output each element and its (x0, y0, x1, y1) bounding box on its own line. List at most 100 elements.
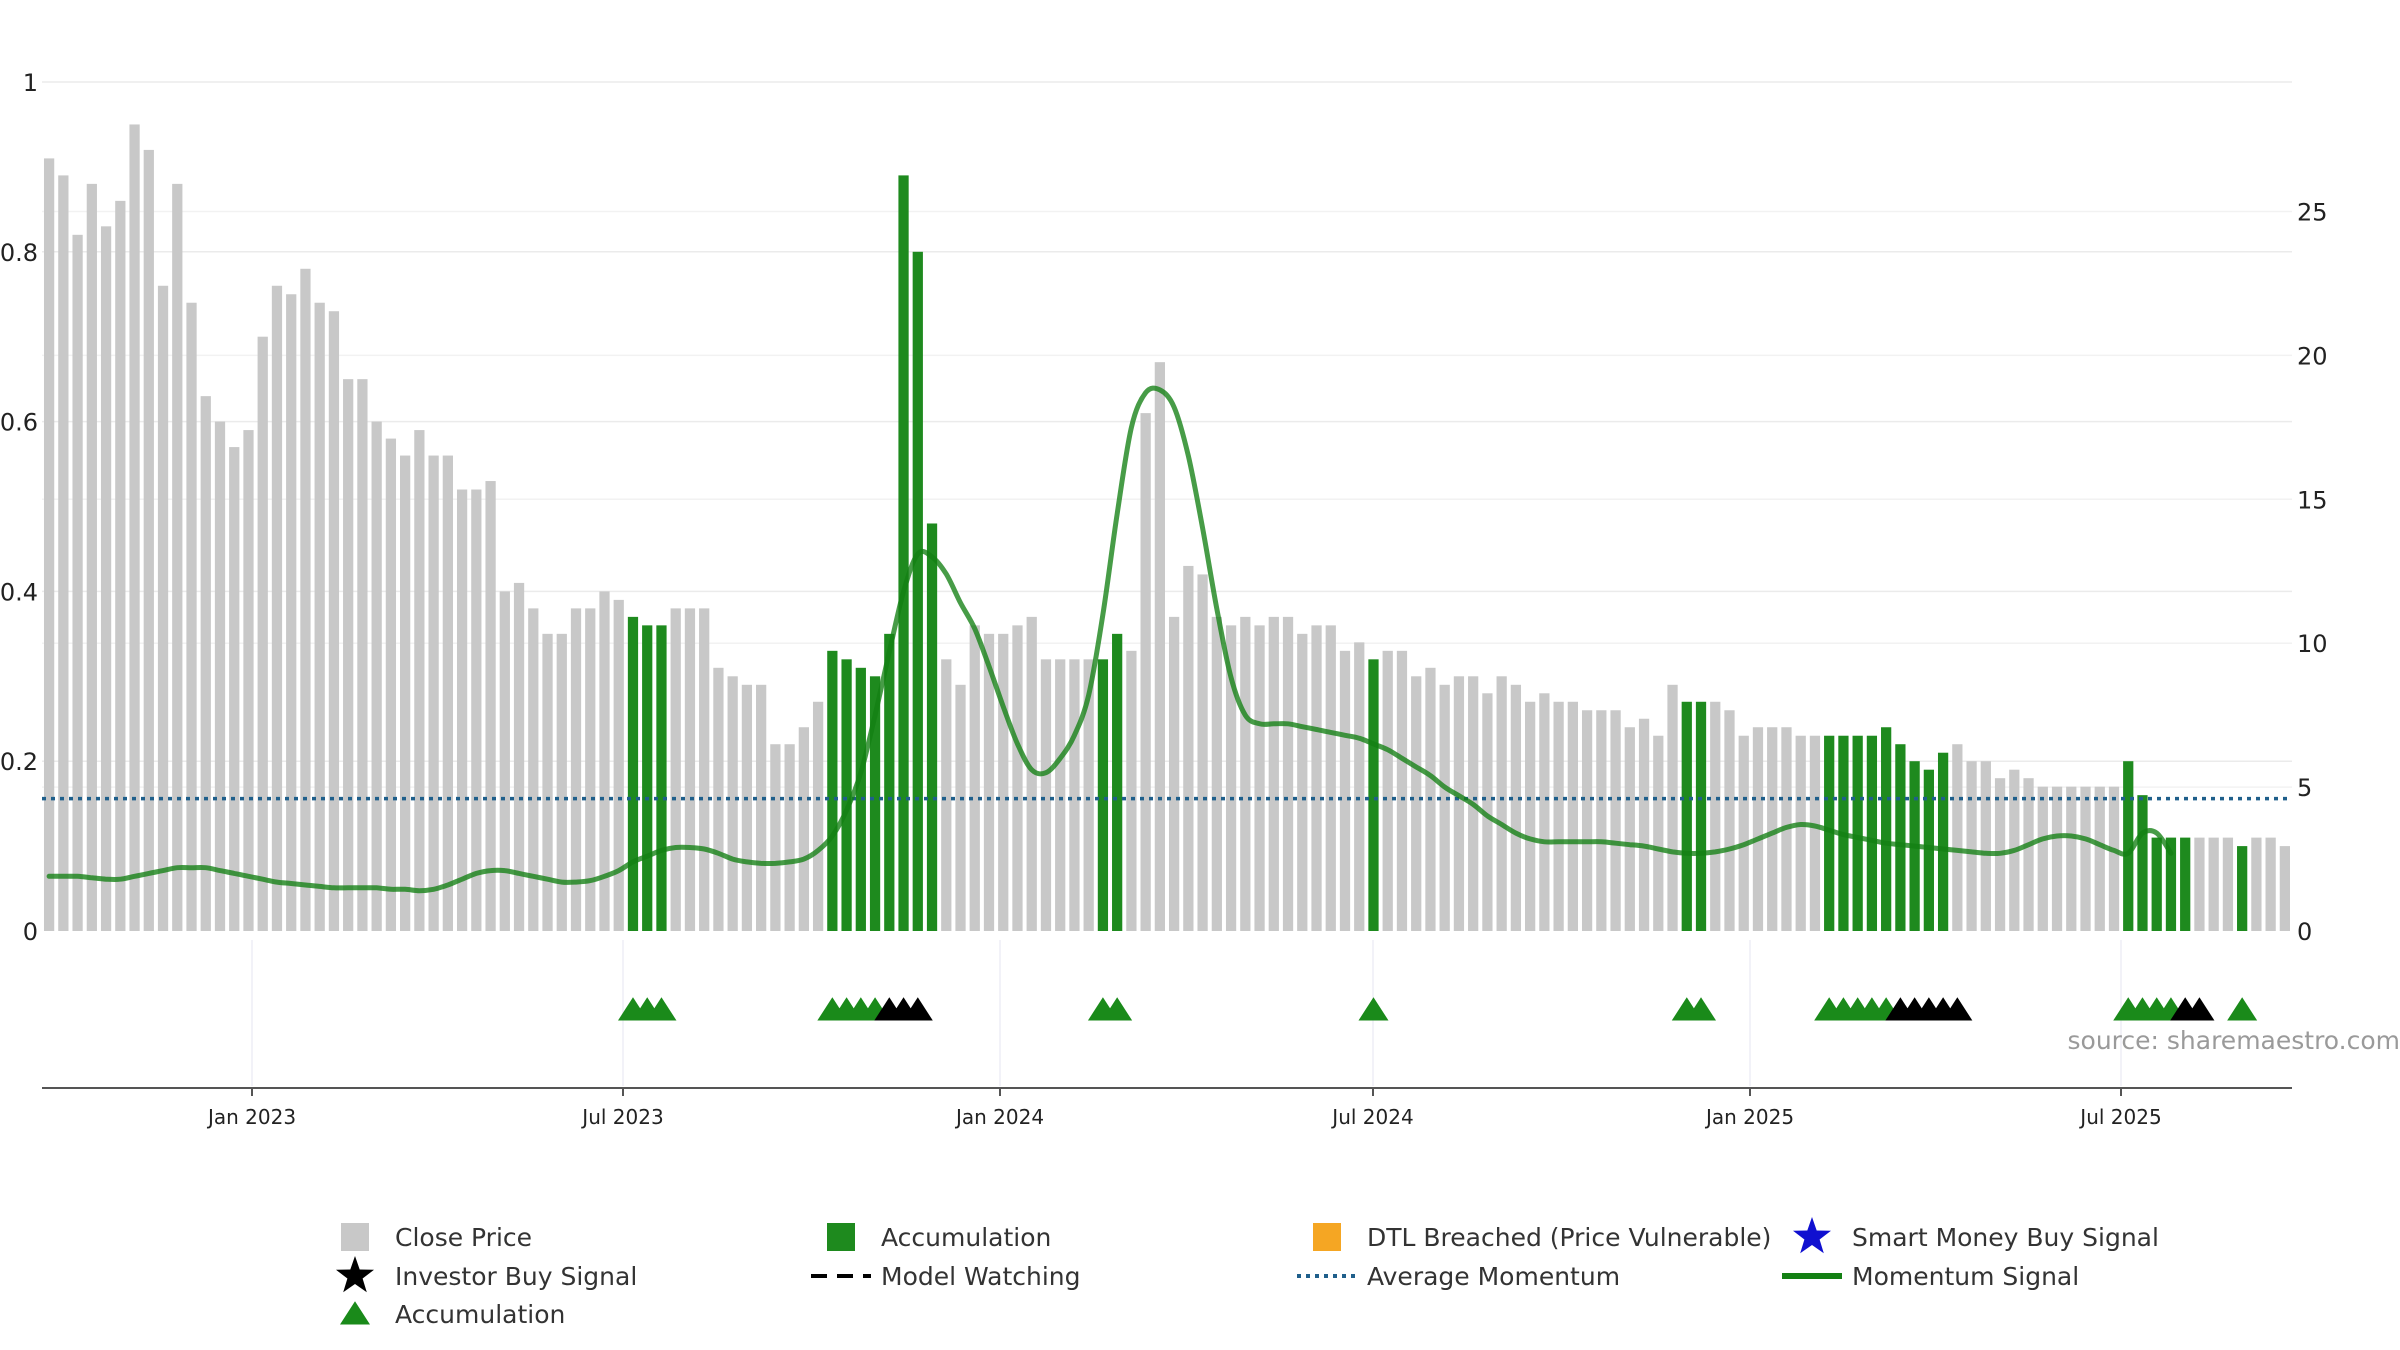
close-price-bar (214, 421, 226, 931)
x-axis-tick: Jul 2023 (580, 1105, 663, 1129)
accumulation-bar (2237, 846, 2248, 931)
legend-item-accum-bar: Accumulation (827, 1223, 1051, 1252)
close-price-bar (229, 447, 240, 931)
star-icon (336, 1256, 374, 1293)
close-price-bar (1282, 616, 1294, 931)
close-price-bar (1596, 710, 1607, 931)
close-price-bar (969, 625, 980, 931)
x-axis-tick: Jul 2025 (2078, 1105, 2161, 1129)
accumulation-bar (642, 625, 653, 931)
legend-label: Smart Money Buy Signal (1852, 1223, 2159, 1252)
close-price-bar (1354, 642, 1365, 931)
close-price-bar (1653, 735, 1664, 931)
star-icon (1793, 1217, 1831, 1254)
close-price-bar (2279, 846, 2290, 931)
accumulation-bar (1895, 744, 1906, 931)
close-price-bar (1225, 625, 1237, 931)
accumulation-bar (1881, 727, 1892, 931)
close-price-bar (1710, 701, 1721, 931)
accumulation-marker (1102, 997, 1133, 1021)
legend-label: Close Price (395, 1223, 532, 1252)
close-price-bar (86, 183, 97, 931)
close-price-bar (741, 684, 753, 931)
legend-label: Investor Buy Signal (395, 1262, 637, 1291)
close-price-bar (371, 421, 382, 931)
lines (42, 385, 2292, 894)
close-price-bar (1411, 676, 1422, 931)
close-price-bar (143, 149, 154, 932)
close-price-bar (115, 200, 126, 932)
legend-label: Accumulation (881, 1223, 1051, 1252)
close-price-bar (1069, 659, 1080, 931)
close-price-bar (1012, 625, 1023, 931)
close-price-bar (684, 608, 696, 931)
close-price-bar (257, 336, 268, 931)
close-price-bar (1752, 727, 1764, 931)
close-price-bar (1667, 684, 1678, 931)
legend-item-dtl: DTL Breached (Price Vulnerable) (1313, 1223, 1771, 1252)
right-axis-tick: 15 (2297, 486, 2328, 514)
close-price-bar (542, 633, 553, 931)
close-price-bar (2208, 837, 2219, 931)
legend-swatch (1313, 1223, 1341, 1251)
close-price-bar (941, 659, 952, 931)
close-price-bar (72, 234, 83, 931)
close-price-bar (414, 430, 425, 931)
accumulation-bar (855, 667, 866, 931)
accumulation-bar (2123, 761, 2134, 931)
close-price-bar (400, 455, 411, 931)
left-axis-tick: 0.8 (0, 239, 38, 267)
investor-buy-marker (902, 997, 933, 1021)
accumulation-bar (1937, 752, 1949, 931)
accumulation-marker (646, 997, 677, 1021)
close-price-bar (1126, 650, 1137, 931)
legend-label: Model Watching (881, 1262, 1081, 1291)
close-price-bar (2023, 778, 2034, 931)
close-price-bar (385, 438, 397, 931)
close-price-bar (271, 285, 283, 931)
close-price-bar (157, 285, 169, 931)
x-axis-tick: Jan 2024 (954, 1105, 1044, 1129)
close-price-bar (1325, 625, 1336, 931)
accumulation-bar (1695, 701, 1707, 931)
x-axis-tick: Jul 2024 (1330, 1105, 1413, 1129)
close-price-bar (442, 455, 453, 931)
close-price-bar (200, 396, 211, 931)
accumulation-bar (1923, 769, 1934, 931)
investor-buy-marker (1942, 997, 1973, 1021)
close-price-bar (1154, 362, 1165, 931)
close-price-bar (1809, 735, 1821, 931)
close-price-bar (556, 633, 567, 931)
close-price-bar (186, 302, 197, 931)
accumulation-marker (1686, 997, 1717, 1021)
legend-item-close: Close Price (341, 1223, 532, 1252)
close-price-bar (1525, 701, 1536, 931)
accumulation-bar (2137, 795, 2148, 931)
legend-item-watching: Model Watching (811, 1262, 1081, 1291)
close-price-bar (2094, 786, 2105, 931)
triangle-icon (340, 1301, 370, 1325)
legend-label: Average Momentum (1367, 1262, 1620, 1291)
accumulation-bar (1866, 735, 1878, 931)
accumulation-bar (827, 650, 838, 931)
close-price-bar (955, 684, 966, 931)
close-price-bar (1211, 616, 1222, 931)
close-price-bar (670, 608, 681, 931)
close-price-bar (1738, 735, 1749, 931)
close-price-bar (1581, 710, 1593, 931)
close-price-bar (1240, 616, 1251, 931)
close-price-bar (2251, 837, 2262, 931)
accumulation-bar (869, 676, 881, 931)
close-price-bar (1482, 693, 1493, 931)
legend-item-accum-marker: Accumulation (340, 1300, 565, 1329)
close-price-bar (286, 294, 297, 931)
close-price-bar (2108, 786, 2120, 931)
close-price-bar (1966, 761, 1977, 931)
legend-label: Accumulation (395, 1300, 565, 1329)
close-price-bar (129, 124, 140, 931)
close-price-bar (314, 302, 325, 931)
close-price-bar (770, 744, 781, 931)
close-price-bar (1311, 625, 1322, 931)
legend-item-momsig: Momentum Signal (1782, 1262, 2079, 1291)
